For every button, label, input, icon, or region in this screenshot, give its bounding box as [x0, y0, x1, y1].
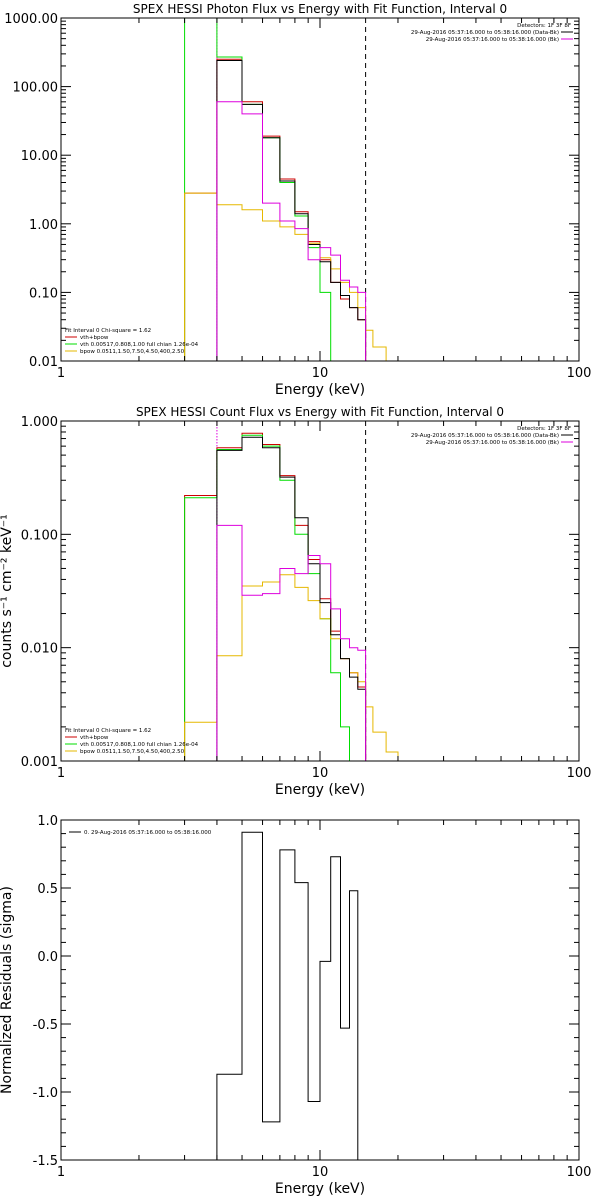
legend-entry: vth+bpow [80, 335, 109, 341]
x-tick-label: 100 [567, 366, 592, 381]
series-line-2 [184, 18, 367, 361]
x-axis-label: Energy (keV) [275, 382, 365, 398]
x-tick-label: 10 [312, 766, 329, 781]
y-tick-label: 0.01 [29, 355, 58, 370]
series-line-3 [184, 574, 399, 761]
series-line-1 [184, 58, 367, 361]
y-tick-label: 0.10 [29, 286, 58, 301]
y-tick-label: 1.000 [21, 415, 58, 430]
y-tick-label: 1000.00 [4, 12, 58, 27]
chart-title: SPEX HESSI Photon Flux vs Energy with Fi… [133, 2, 507, 16]
detectors-label: Detectors: 1F 3F 8F [517, 23, 571, 29]
x-tick-label: 10 [312, 1165, 329, 1180]
y-tick-label: 0.5 [37, 882, 58, 897]
series-line-2 [184, 434, 367, 761]
y-tick-label: -1.5 [33, 1154, 58, 1169]
legend-entry: vth 0.00517,0.808,1.00 full chian 1.26e-… [80, 342, 199, 348]
legend-entry: bpow 0.0511,1.50,7.50,4.50,400,2.50 [80, 749, 185, 755]
x-tick-label: 100 [567, 1165, 592, 1180]
legend-entry: bpow 0.0511,1.50,7.50,4.50,400,2.50 [80, 349, 185, 355]
series-line-1 [216, 831, 359, 1160]
series-line-4 [216, 436, 367, 761]
x-tick-label: 10 [312, 366, 329, 381]
series-line-5 [216, 524, 367, 761]
series-line-5 [216, 101, 367, 361]
x-axis-label: Energy (keV) [275, 782, 365, 798]
y-tick-label: 0.001 [21, 755, 58, 770]
legend-entry: vth+bpow [80, 735, 109, 741]
series-line-1 [184, 432, 367, 761]
legend-entry: vth 0.00517,0.808,1.00 full chian 1.26e-… [80, 742, 199, 748]
legend-title: Fit Interval 0 Chi-square = 1.62 [65, 728, 151, 734]
y-tick-label: 0.0 [37, 950, 58, 965]
time-interval-label: 29-Aug-2016 05:37:16.000 to 05:38:16.000… [426, 440, 559, 446]
x-tick-label: 1 [57, 1165, 65, 1180]
series-line-4 [216, 60, 367, 361]
y-tick-label: 1.0 [37, 814, 58, 829]
plot-frame [60, 17, 580, 362]
plot-panel-1: SPEX HESSI Photon Flux vs Energy with Fi… [4, 2, 592, 398]
y-tick-label: -0.5 [33, 1018, 58, 1033]
legend-entry: 0. 29-Aug-2016 05:37:16.000 to 05:38:16.… [84, 830, 212, 836]
y-tick-label: 0.100 [21, 528, 58, 543]
y-axis-label: counts s⁻¹ cm⁻² keV⁻¹ [0, 514, 15, 668]
time-interval-label: 29-Aug-2016 05:37:16.000 to 05:38:16.000… [411, 433, 559, 439]
y-tick-label: 100.00 [13, 81, 59, 96]
time-interval-label: 29-Aug-2016 05:37:16.000 to 05:38:16.000… [426, 37, 559, 43]
y-axis-label: Normalized Residuals (sigma) [0, 886, 15, 1094]
time-interval-label: 29-Aug-2016 05:37:16.000 to 05:38:16.000… [411, 30, 559, 36]
detectors-label: Detectors: 1F 3F 8F [517, 426, 571, 432]
x-axis-label: Energy (keV) [275, 1181, 365, 1197]
x-tick-label: 1 [57, 366, 65, 381]
plot-panel-2: SPEX HESSI Count Flux vs Energy with Fit… [0, 405, 591, 798]
y-tick-label: -1.0 [33, 1086, 58, 1101]
y-tick-label: 0.010 [21, 642, 58, 657]
plot-panel-3: 1 10 100 Energy (keV) -1.5 -1.0 -0.5 0.0 0.5 1.0 N… [0, 814, 591, 1197]
x-tick-label: 1 [57, 766, 65, 781]
chart-title: SPEX HESSI Count Flux vs Energy with Fit… [136, 405, 504, 419]
x-tick-label: 100 [567, 766, 592, 781]
legend-title: Fit Interval 0 Chi-square = 1.62 [65, 328, 151, 334]
y-tick-label: 1.00 [29, 218, 58, 233]
y-tick-label: 10.00 [21, 149, 58, 164]
